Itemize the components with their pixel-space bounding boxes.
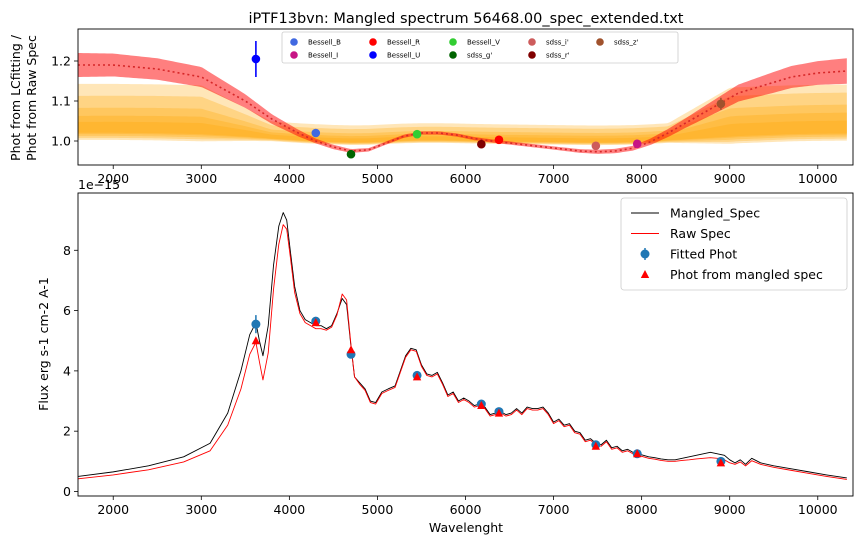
spread-band-3 — [78, 104, 847, 144]
point-sdss_i' — [591, 141, 601, 151]
top-x-tick-label-2000: 2000 — [97, 171, 129, 186]
bottom-x-axis: 2000 3000 4000 5000 6000 7000 8000 9000 10000 — [97, 496, 838, 517]
bottom-legend-label-3: Phot from mangled spec — [670, 267, 823, 282]
bottom-y-tick-label-2: 2 — [63, 424, 71, 439]
bottom-y-tick-label-0: 0 — [63, 484, 71, 499]
bottom-x-tick-label-8000: 8000 — [626, 502, 658, 517]
mangling-band — [78, 53, 847, 154]
mangling-mean-line — [78, 64, 847, 153]
fitted-phot-point-0 — [251, 319, 261, 329]
top-legend-marker-sdss_r' — [528, 51, 536, 59]
point-sdss_g' — [346, 149, 356, 159]
top-x-tick-label-10000: 10000 — [798, 171, 838, 186]
bottom-y-tick-label-4: 4 — [63, 363, 71, 378]
bottom-legend-label-1: Raw Spec — [670, 226, 731, 241]
bottom-legend: Mangled_Spec Raw Spec Fitted Phot Phot from… — [620, 197, 848, 291]
bottom-x-tick-label-4000: 4000 — [273, 502, 305, 517]
mangled-phot-point-4 — [477, 401, 486, 410]
top-legend-label-sdss_i': sdss_i' — [546, 39, 569, 47]
top-legend-label-sdss_z': sdss_z' — [614, 39, 639, 47]
point-sdss_z' — [716, 99, 726, 109]
mangled-phot-point-6 — [591, 441, 601, 450]
bottom-legend-marker-2 — [640, 249, 650, 259]
bottom-plot-area — [78, 212, 847, 480]
point-Bessell_B — [311, 128, 321, 138]
top-y-axis: 1.0 1.1 1.2 — [51, 54, 78, 149]
series-Mangled_Spec — [78, 212, 847, 479]
top-x-tick-label-7000: 7000 — [538, 171, 570, 186]
bottom-x-label: Wavelenght — [429, 520, 503, 535]
spread-band-1 — [78, 83, 847, 146]
top-legend-marker-Bessell_V — [449, 38, 457, 46]
top-legend-marker-Bessell_U — [369, 51, 377, 59]
top-x-tick-label-5000: 5000 — [362, 171, 394, 186]
top-legend-label-Bessell_B: Bessell_B — [308, 39, 341, 47]
top-legend: Bessell_B Bessell_R Bessell_V sdss_i' sdss_z… — [281, 31, 679, 64]
top-legend-label-Bessell_I: Bessell_I — [308, 52, 338, 60]
bottom-x-tick-label-9000: 9000 — [714, 502, 746, 517]
top-legend-box — [281, 31, 679, 64]
top-x-axis: 2000 3000 4000 5000 6000 7000 8000 9000 10000 — [97, 165, 838, 186]
spread-band-4 — [78, 112, 847, 143]
top-legend-label-sdss_g': sdss_g' — [467, 52, 492, 60]
top-x-tick-label-9000: 9000 — [714, 171, 746, 186]
point-Bessell_U — [251, 54, 261, 64]
top-legend-marker-sdss_g' — [449, 51, 457, 59]
top-legend-label-Bessell_V: Bessell_V — [467, 39, 500, 47]
bottom-y-axis: 0 2 4 6 8 — [63, 243, 78, 499]
bottom-y-tick-label-8: 8 — [63, 243, 71, 258]
top-legend-marker-sdss_i' — [528, 38, 536, 46]
mangled-phot-point-7 — [633, 449, 642, 458]
top-panel: iPTF13bvn: Mangled spectrum 56468.00_spe… — [8, 11, 854, 186]
top-legend-marker-Bessell_I — [290, 51, 298, 59]
top-legend-marker-sdss_z' — [596, 38, 604, 46]
mangled-phot-point-8 — [716, 458, 726, 467]
top-legend-label-Bessell_U: Bessell_U — [387, 52, 420, 60]
top-y-label-line1: Phot from LCfitting / — [8, 34, 23, 161]
bottom-offset-text: 1e−15 — [78, 177, 120, 192]
top-y-label-line2: Phot from Raw Spec — [24, 35, 39, 161]
top-plot-area — [78, 41, 847, 159]
bottom-panel: 1e−15 2000 3000 4000 5000 6000 7000 8000 9000 10… — [36, 177, 854, 535]
bottom-legend-label-2: Fitted Phot — [670, 247, 737, 262]
top-y-tick-label-1: 1.0 — [51, 134, 71, 149]
mangled-phot-point-5 — [494, 408, 504, 417]
bottom-legend-box — [620, 197, 848, 291]
top-x-tick-label-8000: 8000 — [626, 171, 658, 186]
top-y-tick-label-1.2: 1.2 — [51, 54, 71, 69]
bottom-x-tick-label-6000: 6000 — [450, 502, 482, 517]
bottom-y-label: Flux erg s-1 cm-2 A-1 — [36, 277, 51, 411]
spread-band-2 — [78, 92, 847, 145]
top-legend-marker-Bessell_B — [290, 38, 298, 46]
bottom-x-tick-label-3000: 3000 — [185, 502, 217, 517]
point-Bessell_R — [494, 135, 504, 145]
mangled-phot-point-3 — [412, 372, 422, 381]
mangled-phot-point-2 — [346, 345, 356, 354]
top-x-tick-label-4000: 4000 — [273, 171, 305, 186]
bottom-legend-label-0: Mangled_Spec — [670, 206, 760, 221]
top-x-tick-label-3000: 3000 — [185, 171, 217, 186]
bottom-x-tick-label-2000: 2000 — [97, 502, 129, 517]
point-Bessell_V — [412, 129, 422, 139]
top-y-tick-label-1.1: 1.1 — [51, 94, 71, 109]
bottom-legend-marker-3 — [640, 270, 650, 278]
bottom-x-tick-label-10000: 10000 — [798, 502, 838, 517]
top-chart-title: iPTF13bvn: Mangled spectrum 56468.00_spe… — [249, 11, 684, 27]
top-legend-label-Bessell_R: Bessell_R — [387, 39, 420, 47]
bottom-x-tick-label-5000: 5000 — [362, 502, 394, 517]
mangled-phot-point-1 — [311, 318, 320, 327]
top-legend-label-sdss_r': sdss_r' — [546, 52, 570, 60]
mangled-phot-point-0 — [251, 336, 261, 345]
point-Bessell_I — [632, 139, 642, 149]
top-legend-marker-Bessell_R — [369, 38, 377, 46]
point-sdss_r' — [477, 139, 486, 149]
bottom-x-tick-label-7000: 7000 — [538, 502, 570, 517]
bottom-y-tick-label-6: 6 — [63, 303, 71, 318]
top-x-tick-label-6000: 6000 — [450, 171, 482, 186]
